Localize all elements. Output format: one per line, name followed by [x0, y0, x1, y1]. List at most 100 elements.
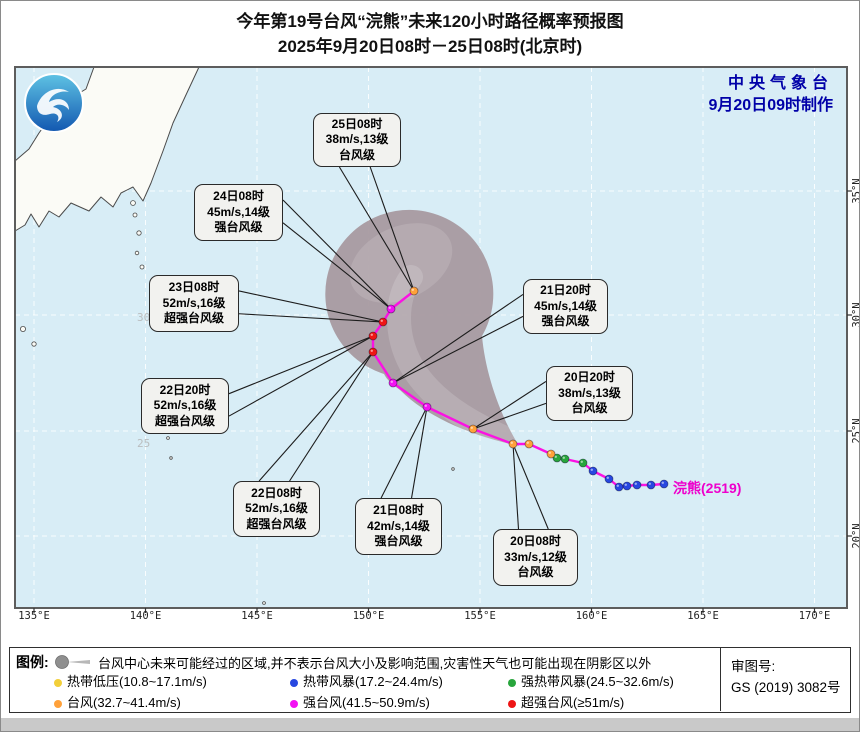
small-island [130, 200, 136, 206]
legend-box: 图例: 台风中心未来可能经过的区域,并不表示台风大小及影响范围,灾害性天气也可能… [9, 647, 851, 713]
lon-label: 135°E [18, 610, 50, 622]
super-dot-icon [508, 700, 516, 708]
callout-text: 42m/s,14级 [367, 518, 430, 533]
map-subtitle: 2025年9月20日08时－25日08时(北京时) [277, 37, 583, 56]
callout-leader-line [380, 406, 428, 499]
track-point-sheen [510, 441, 513, 444]
track-point-ts [622, 481, 632, 491]
track-point-sheen [411, 288, 414, 291]
track-point-ty [468, 424, 478, 434]
track-point-sheen [370, 349, 373, 352]
issue-time: 9月20日09时制作 [708, 97, 834, 114]
callout-text: 45m/s,14级 [207, 204, 270, 219]
track-point-sts [578, 458, 588, 468]
track-point-ty [546, 449, 556, 459]
callout-text: 33m/s,12级 [504, 549, 567, 564]
cma-logo-icon [24, 73, 84, 133]
forecast-callout-c21_20: 21日20时 45m/s,14级 强台风级 [523, 279, 608, 334]
track-point-ty [524, 439, 534, 449]
track-point-sty [422, 402, 432, 412]
forecast-callout-c20_08: 20日08时 33m/s,12级 台风级 [493, 529, 578, 586]
track-point-ty [409, 286, 419, 296]
track-point-sheen [548, 451, 551, 454]
callout-text: 20日20时 [564, 370, 615, 385]
callout-text: 23日08时 [168, 280, 220, 295]
sts-dot-icon [508, 679, 516, 687]
small-island [166, 436, 170, 440]
callout-text: 台风级 [571, 401, 608, 416]
track-point-sheen [370, 333, 373, 336]
lat-label: 30°N [851, 302, 860, 328]
sty-dot-icon [290, 700, 298, 708]
forecast-callout-c22_08: 22日08时 52m/s,16级 超强台风级 [233, 481, 320, 537]
cone-highlight-2 [349, 223, 453, 303]
callout-text: 强台风级 [541, 314, 590, 329]
lat-label: 35°N [851, 178, 860, 204]
callout-text: 台风级 [338, 147, 375, 162]
track-point-sheen [388, 306, 391, 309]
track-point-sheen [470, 426, 473, 429]
agency-watermark: 中央气象台 9月20日09时制作 [709, 73, 834, 117]
approval-number: GS (2019) 3082号 [731, 680, 841, 695]
lon-label: 150°E [352, 610, 385, 622]
callout-text: 22日08时 [251, 485, 302, 500]
lon-label: 170°E [798, 610, 831, 622]
track-point-sheen [648, 482, 651, 485]
track-point-sheen [380, 319, 383, 322]
callout-text: 38m/s,13级 [325, 132, 389, 147]
callout-text: 25日08时 [331, 116, 383, 131]
small-island [139, 264, 145, 270]
track-point-ts [646, 480, 656, 490]
legend-item-td: 热带低压(10.8~17.1m/s) [54, 671, 207, 690]
forecast-callout-c21_08: 21日08时 42m/s,14级 强台风级 [355, 498, 442, 555]
track-point-sty [386, 304, 396, 314]
track-point-sty [388, 378, 398, 388]
forecast-callout-c22_20: 22日20时 52m/s,16级 超强台风级 [141, 378, 229, 434]
callout-text: 强台风级 [214, 220, 263, 235]
legend-item-sty: 强台风(41.5~50.9m/s) [290, 692, 430, 711]
callout-leader-line [392, 315, 524, 384]
track-point-sheen [526, 441, 529, 444]
legend-item-super: 超强台风(≥51m/s) [508, 692, 624, 711]
callout-text: 21日20时 [540, 283, 591, 298]
small-island [134, 250, 140, 256]
forecast-callout-c24_08: 24日08时 45m/s,14级 强台风级 [194, 184, 283, 241]
callout-text: 52m/s,16级 [245, 501, 308, 516]
lon-label: 165°E [687, 610, 719, 622]
small-island [20, 325, 26, 332]
footer-strip [1, 718, 859, 731]
small-island [31, 341, 37, 347]
track-point-ts [614, 482, 624, 492]
callout-leader-line [228, 335, 374, 417]
callout-leader-line [282, 199, 392, 310]
title-block: 今年第19号台风“浣熊”未来120小时路径概率预报图 2025年9月20日08时… [1, 9, 859, 59]
small-island [169, 456, 173, 460]
track-point-sheen [616, 484, 619, 487]
callout-leader-line [392, 293, 524, 384]
map-frame [14, 66, 848, 609]
ts-dot-icon [290, 679, 298, 687]
forecast-map: 30 25 浣熊(2519) 中央气象台 9月20日09时制作 25日08时 38m/… [14, 66, 852, 613]
track-point-ts [604, 474, 614, 484]
callout-text: 21日08时 [373, 503, 424, 518]
track-point-super [368, 347, 378, 357]
approval-box: 审图号: GS (2019) 3082号 [720, 648, 850, 711]
lat-label: 20°N [851, 523, 860, 549]
callout-text: 20日08时 [510, 534, 561, 549]
inline-lat-label: 25 [137, 437, 150, 450]
callout-leader-line [411, 406, 428, 499]
callout-leader-line [338, 166, 415, 292]
callout-text: 台风级 [517, 565, 554, 580]
callout-leader-line [228, 335, 374, 395]
legend-item-sts: 强热带风暴(24.5~32.6m/s) [508, 671, 674, 690]
forecast-callout-c23_08: 23日08时 52m/s,16级 超强台风级 [149, 275, 239, 332]
agency-name: 中央气象台 [727, 75, 833, 92]
legend-note: 台风中心未来可能经过的区域,并不表示台风大小及影响范围,灾害性天气也可能出现在阴… [98, 656, 652, 671]
track-point-sheen [606, 476, 609, 479]
ty-dot-icon [54, 700, 62, 708]
typhoon-name-label: 浣熊(2519) [673, 480, 741, 496]
track-point-sheen [390, 380, 393, 383]
callout-leader-line [472, 380, 547, 430]
callout-leader-line [238, 290, 384, 323]
forecast-callout-c25_08: 25日08时 38m/s,13级 台风级 [313, 113, 401, 167]
